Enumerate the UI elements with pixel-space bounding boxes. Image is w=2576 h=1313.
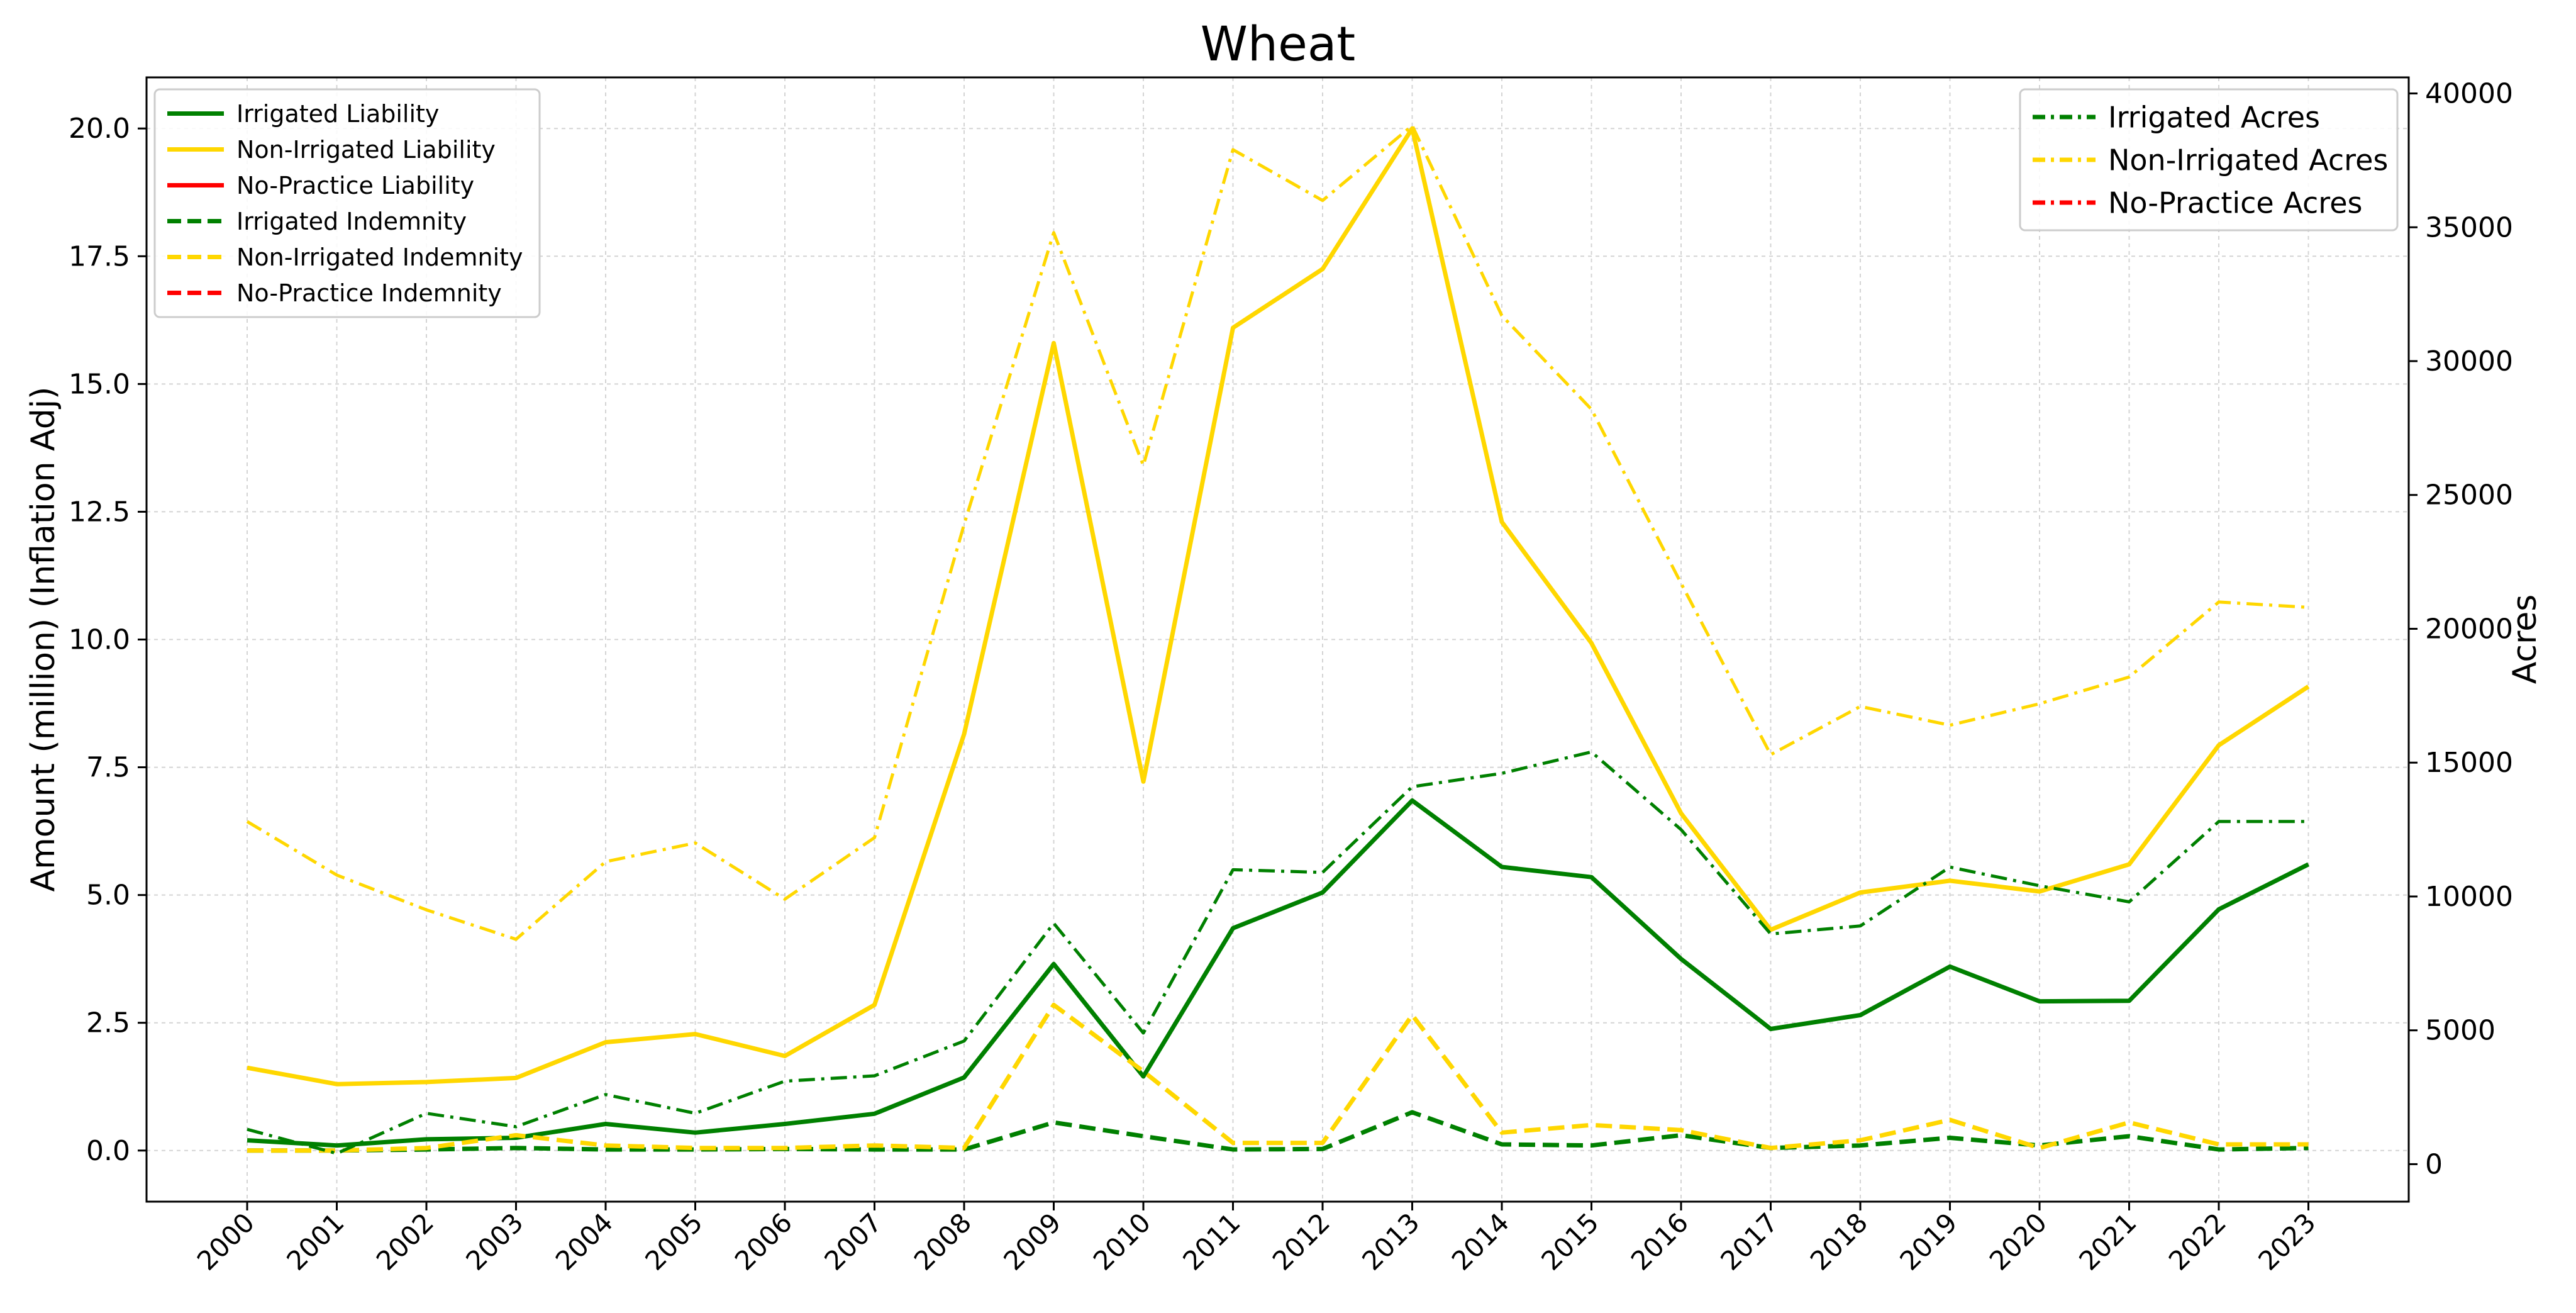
chart-title: Wheat xyxy=(1201,16,1355,72)
y-axis-left: 0.0 2.5 5.0 7.5 10.0 12.5 15.0 17.5 20.0 xyxy=(69,113,147,1167)
y-tick-label-left: 20.0 xyxy=(69,113,130,145)
y-tick-label-left: 5.0 xyxy=(86,880,130,912)
x-tick-label: 2021 xyxy=(2073,1207,2142,1276)
legend-box xyxy=(2019,88,2399,232)
x-tick-label: 2018 xyxy=(1804,1207,1874,1276)
x-tick-label: 2014 xyxy=(1446,1207,1515,1276)
y-axis-label-left: Amount (million) (Inflation Adj) xyxy=(25,387,62,892)
y-axis-right: 0 5000 10000 15000 20000 25000 30000 35000 40000 xyxy=(2409,78,2513,1180)
legend-label: Irrigated Indemnity xyxy=(236,208,467,235)
x-axis: 2000 2001 2002 2003 2004 2005 2006 2007 2008 2009… xyxy=(191,1202,2322,1277)
series-line xyxy=(246,124,2309,941)
y-tick-label-right: 25000 xyxy=(2425,479,2513,511)
y-tick-label-right: 35000 xyxy=(2425,211,2513,243)
legend-right: Irrigated Acres Non-Irrigated Acres No-Pra… xyxy=(2019,88,2399,232)
x-tick-label: 2008 xyxy=(908,1207,977,1276)
series-line xyxy=(247,126,2310,1087)
legend-box xyxy=(153,88,541,318)
legend-label: No-Practice Indemnity xyxy=(236,279,502,307)
legend-label: No-Practice Acres xyxy=(2108,186,2362,220)
y-tick-label-right: 30000 xyxy=(2425,345,2513,377)
series-line xyxy=(247,798,2310,1148)
y-tick-label-left: 2.5 xyxy=(86,1007,130,1039)
x-tick-label: 2015 xyxy=(1535,1207,1604,1276)
series-layer xyxy=(246,124,2310,1155)
y-tick-label-right: 0 xyxy=(2425,1148,2443,1180)
y-tick-label-right: 15000 xyxy=(2425,747,2513,779)
x-tick-label: 2019 xyxy=(1894,1207,1963,1276)
x-tick-label: 2013 xyxy=(1356,1207,1425,1276)
series-line xyxy=(247,750,2309,1155)
x-tick-label: 2010 xyxy=(1087,1207,1157,1276)
legend-label: No-Practice Liability xyxy=(236,172,474,199)
x-tick-label: 2023 xyxy=(2252,1207,2321,1276)
legend-label: Irrigated Acres xyxy=(2108,101,2320,135)
y-tick-label-right: 10000 xyxy=(2425,881,2513,913)
x-tick-label: 2004 xyxy=(550,1207,619,1276)
y-tick-label-right: 5000 xyxy=(2425,1015,2496,1047)
y-tick-label-left: 0.0 xyxy=(86,1135,130,1167)
legend-label: Irrigated Liability xyxy=(236,100,439,128)
x-tick-label: 2017 xyxy=(1714,1207,1784,1276)
legend-left: Irrigated Liability Non-Irrigated Liabili… xyxy=(153,88,541,318)
x-tick-label: 2005 xyxy=(639,1207,708,1276)
x-tick-label: 2001 xyxy=(280,1207,350,1276)
series-line xyxy=(247,1110,2309,1153)
x-tick-label: 2006 xyxy=(729,1207,798,1276)
x-tick-label: 2012 xyxy=(1267,1207,1336,1276)
x-tick-label: 2022 xyxy=(2163,1207,2232,1276)
y-tick-label-left: 15.0 xyxy=(69,368,130,400)
x-tick-label: 2000 xyxy=(191,1207,260,1276)
y-tick-label-left: 10.0 xyxy=(69,624,130,656)
x-tick-label: 2016 xyxy=(1625,1207,1694,1276)
y-tick-label-left: 12.5 xyxy=(69,496,130,528)
x-tick-label: 2003 xyxy=(460,1207,529,1276)
legend-label: Non-Irrigated Indemnity xyxy=(236,243,523,271)
series-line xyxy=(247,1002,2309,1153)
y-tick-label-right: 20000 xyxy=(2425,613,2513,645)
legend-label: Non-Irrigated Liability xyxy=(236,136,496,164)
y-tick-label-right: 40000 xyxy=(2425,78,2513,110)
y-tick-label-left: 7.5 xyxy=(86,752,130,784)
y-axis-label-right: Acres xyxy=(2506,595,2544,684)
x-tick-label: 2007 xyxy=(818,1207,887,1276)
x-tick-label: 2002 xyxy=(370,1207,440,1276)
x-tick-label: 2020 xyxy=(1984,1207,2053,1276)
x-tick-label: 2011 xyxy=(1177,1207,1246,1276)
y-tick-label-left: 17.5 xyxy=(69,240,130,272)
x-tick-label: 2009 xyxy=(997,1207,1067,1276)
legend-label: Non-Irrigated Acres xyxy=(2108,143,2388,177)
